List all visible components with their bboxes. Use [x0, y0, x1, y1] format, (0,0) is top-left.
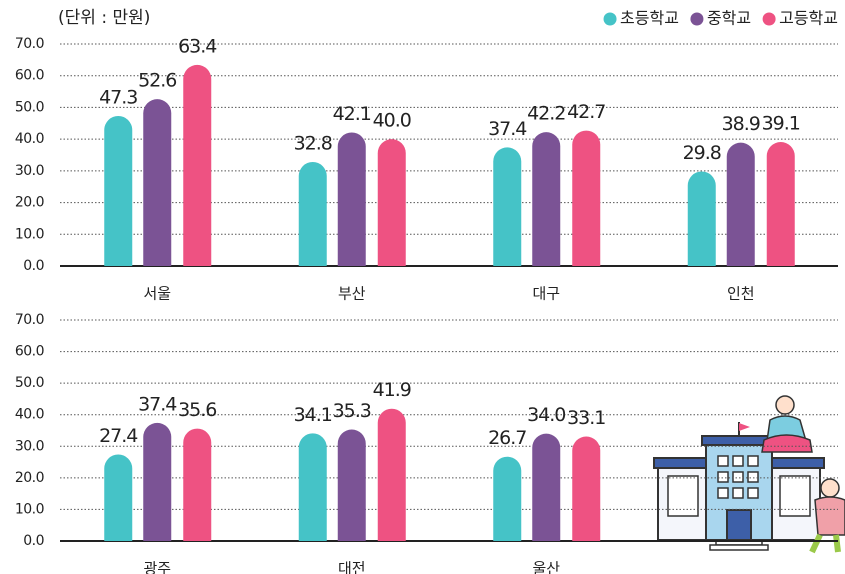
- bar: [378, 409, 406, 541]
- chart: (단위 : 만원) 고등학교 중학교 초등학교 0.0 10.0 20.0 30.0 40.…: [0, 0, 845, 574]
- x-tick-label: 울산: [532, 560, 560, 574]
- y-tick-label: 20.0: [15, 195, 44, 211]
- y-tick-label: 40.0: [15, 131, 44, 147]
- y-tick-label: 60.0: [15, 344, 44, 360]
- legend-label: 고등학교: [779, 9, 838, 28]
- x-tick-label: 대전: [338, 560, 366, 574]
- y-tick-label: 60.0: [15, 68, 44, 84]
- bar: [338, 132, 366, 266]
- bar: [183, 429, 211, 541]
- legend-label: 초등학교: [620, 9, 679, 28]
- school-illustration: [654, 396, 845, 552]
- value-label: 35.3: [333, 400, 371, 422]
- value-label: 32.8: [294, 132, 332, 154]
- y-tick-label: 10.0: [15, 226, 44, 242]
- y-tick-label: 20.0: [15, 470, 44, 486]
- bar: [338, 430, 366, 541]
- y-tick-label: 30.0: [15, 163, 44, 179]
- bar: [688, 171, 716, 266]
- bar: [143, 423, 171, 541]
- value-label: 47.3: [99, 86, 137, 108]
- x-tick-label: 인천: [727, 285, 755, 303]
- value-label: 39.1: [762, 112, 800, 134]
- bar: [532, 434, 560, 541]
- x-tick-label: 대구: [532, 285, 560, 303]
- legend-label: 중학교: [707, 9, 751, 28]
- value-label: 27.4: [99, 425, 138, 447]
- bar: [299, 433, 327, 541]
- bar: [572, 131, 600, 266]
- bar: [104, 116, 132, 266]
- y-tick-label: 70.0: [15, 312, 44, 328]
- value-label: 42.1: [333, 103, 371, 125]
- value-label: 38.9: [722, 113, 760, 135]
- legend-swatch: [763, 13, 776, 26]
- bar: [572, 436, 600, 541]
- bar: [378, 139, 406, 266]
- value-label: 37.4: [488, 118, 527, 140]
- bar: [767, 142, 795, 266]
- value-label: 29.8: [683, 142, 721, 164]
- x-tick-label: 서울: [143, 285, 171, 303]
- value-label: 35.6: [178, 399, 216, 421]
- value-label: 40.0: [373, 110, 411, 132]
- y-tick-label: 40.0: [15, 407, 44, 423]
- bar: [183, 65, 211, 266]
- value-label: 42.2: [527, 103, 565, 125]
- value-label: 37.4: [138, 393, 177, 415]
- x-tick-label: 광주: [143, 560, 171, 574]
- value-label: 34.0: [527, 404, 565, 426]
- y-tick-label: 50.0: [15, 375, 44, 391]
- bar: [727, 143, 755, 266]
- bar: [143, 99, 171, 266]
- legend: 고등학교 중학교 초등학교: [604, 9, 838, 28]
- y-tick-label: 0.0: [23, 258, 44, 274]
- x-tick-label: 부산: [338, 285, 366, 303]
- bar: [299, 162, 327, 266]
- bar: [532, 132, 560, 266]
- y-tick-label: 30.0: [15, 438, 44, 454]
- value-label: 41.9: [373, 379, 411, 401]
- y-tick-label: 0.0: [23, 533, 44, 549]
- unit-label: (단위 : 만원): [58, 8, 150, 28]
- value-label: 42.7: [567, 101, 605, 123]
- bar: [104, 454, 132, 541]
- value-label: 52.6: [138, 70, 176, 92]
- y-tick-label: 70.0: [15, 36, 44, 52]
- value-label: 34.1: [294, 404, 332, 426]
- bar: [493, 457, 521, 541]
- legend-swatch: [604, 13, 617, 26]
- y-tick-label: 10.0: [15, 501, 44, 517]
- value-label: 26.7: [488, 427, 526, 449]
- y-tick-label: 50.0: [15, 99, 44, 115]
- value-label: 33.1: [567, 407, 605, 429]
- bar: [493, 147, 521, 266]
- value-label: 63.4: [178, 35, 217, 57]
- legend-swatch: [690, 13, 703, 26]
